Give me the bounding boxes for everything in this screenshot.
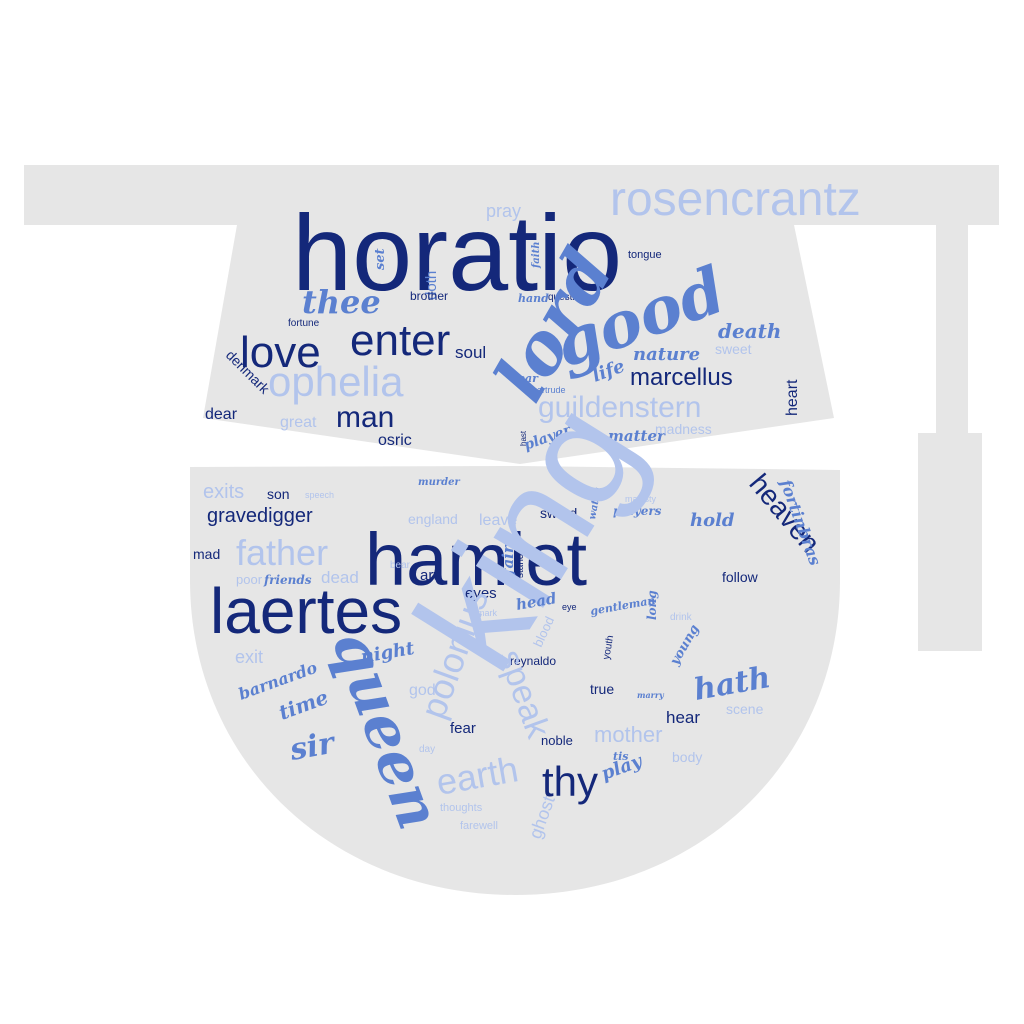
word-marry: marry (637, 690, 665, 700)
word-horatio: horatio (292, 192, 622, 313)
word-sword: sword (540, 505, 577, 521)
word-drink: drink (670, 612, 693, 623)
word-ophelia: ophelia (268, 358, 404, 405)
word-thoughts: thoughts (440, 802, 483, 814)
word-day: day (419, 744, 435, 755)
word-son: son (267, 486, 290, 502)
word-murder: murder (418, 477, 460, 488)
shape-bowl (190, 466, 840, 895)
word-ear: ear (518, 372, 539, 385)
shape-tassel (918, 433, 982, 651)
word-faith: faith (531, 242, 542, 269)
word-set: set (373, 248, 388, 270)
word-long: long (645, 590, 659, 620)
word-bear: bear (390, 560, 411, 571)
word-majesty: majesty (625, 494, 657, 504)
word-body: body (672, 749, 702, 765)
word-friends: friends (263, 573, 312, 587)
word-gravedigger: gravedigger (207, 505, 313, 527)
word-stand: stand (515, 554, 526, 578)
word-tongue: tongue (628, 249, 662, 261)
word-sir: sir (286, 725, 339, 768)
word-hand: hand (518, 292, 549, 305)
word-fortune: fortune (288, 318, 320, 329)
word-rosencrantz: rosencrantz (610, 173, 861, 226)
word-eyes: eyes (465, 585, 497, 602)
word-doth: doth (423, 271, 440, 300)
word-fair: fair (499, 544, 517, 576)
shape-crown (203, 225, 834, 464)
word-hamlet: hamlet (365, 518, 588, 601)
word-true: true (590, 681, 614, 697)
word-youth: youth (601, 635, 616, 661)
word-dead: dead (321, 568, 359, 587)
word-eye: eye (562, 602, 577, 612)
word-farewell: farewell (460, 820, 498, 832)
word-scene: scene (726, 701, 764, 717)
word-father: father (236, 532, 328, 573)
word-poor: poor (236, 572, 263, 587)
word-nature: nature (633, 344, 700, 365)
word-mother: mother (594, 722, 662, 747)
word-reynaldo: reynaldo (510, 654, 556, 668)
word-hold: hold (690, 510, 735, 531)
word-marcellus: marcellus (630, 364, 733, 391)
word-soul: soul (455, 343, 486, 362)
word-madness: madness (655, 421, 712, 437)
word-god: god (409, 682, 436, 699)
word-pray: pray (486, 201, 521, 221)
word-hast: hast (519, 430, 528, 446)
word-brother: brother (410, 289, 448, 303)
word-players: players (613, 504, 662, 518)
word-thy: thy (542, 758, 598, 805)
word-great: great (280, 414, 317, 431)
word-exit: exit (235, 647, 263, 667)
word-england: england (408, 511, 458, 527)
word-love: love (240, 328, 321, 377)
word-mark: mark (477, 608, 497, 618)
word-hear: hear (666, 708, 700, 727)
word-thee: thee (302, 283, 381, 321)
word-fear: fear (450, 720, 476, 737)
word-heart: heart (784, 379, 801, 416)
word-guildenstern: guildenstern (538, 391, 701, 424)
word-exits: exits (203, 481, 244, 503)
word-sweet: sweet (715, 341, 752, 357)
word-laertes: laertes (210, 575, 402, 647)
word-art: art (420, 567, 438, 584)
word-death: death (718, 319, 781, 343)
word-noble: noble (541, 733, 573, 748)
word-matter: matter (608, 427, 666, 445)
mask-shape (24, 165, 999, 895)
word-gertrude: gertrude (532, 385, 566, 395)
shape-brim (24, 165, 999, 225)
word-enter: enter (350, 316, 450, 365)
word-dear: dear (205, 406, 238, 423)
word-mad: mad (193, 546, 220, 562)
word-question: question (548, 292, 586, 303)
word-leave: leave (479, 512, 517, 529)
word-man: man (336, 401, 394, 434)
word-speech: speech (305, 490, 334, 500)
word-osric: osric (378, 432, 412, 449)
word-follow: follow (722, 569, 759, 585)
shape-tassel-post (936, 225, 968, 433)
word-tis: tis (613, 750, 628, 763)
